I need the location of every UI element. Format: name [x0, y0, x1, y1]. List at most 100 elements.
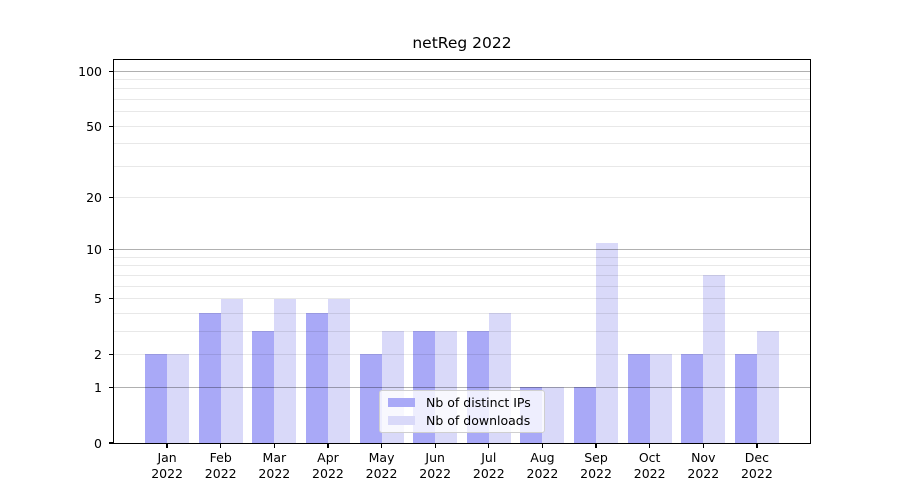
gridline-major	[114, 70, 810, 72]
y-tick-label: 5	[94, 291, 102, 307]
x-tick-year: 2022	[526, 465, 559, 481]
x-tick-month: Jan	[157, 450, 177, 465]
y-tick-mark	[109, 353, 114, 356]
legend: Nb of distinct IPs Nb of downloads	[379, 390, 545, 433]
y-tick-mark	[109, 386, 114, 388]
bar-distinct-ips	[681, 354, 704, 443]
gridline-minor	[114, 330, 810, 332]
gridline-major	[114, 386, 810, 388]
legend-label-distinct-ips: Nb of distinct IPs	[426, 395, 531, 411]
gridline-minor	[114, 88, 810, 90]
plot-area: Nb of distinct IPs Nb of downloads	[113, 59, 811, 444]
legend-item-downloads: Nb of downloads	[386, 413, 538, 428]
bar-downloads	[649, 354, 672, 443]
bar-downloads	[596, 242, 619, 443]
bar-downloads	[542, 387, 565, 443]
x-tick-month: Jun	[425, 450, 445, 465]
bar-distinct-ips	[574, 387, 597, 443]
bar-downloads	[220, 298, 243, 443]
bar-distinct-ips	[305, 313, 328, 443]
x-tick-year: 2022	[258, 465, 291, 481]
x-tick-label: Jun 2022	[405, 450, 465, 481]
x-tick-year: 2022	[151, 465, 183, 481]
bar-distinct-ips	[359, 354, 382, 443]
chart-title: netReg 2022	[412, 34, 512, 52]
y-tick-mark	[109, 297, 114, 300]
x-tick-mark	[702, 443, 704, 448]
gridline-minor	[114, 353, 810, 355]
y-tick-label: 1	[94, 379, 102, 395]
bar-downloads	[327, 298, 350, 443]
gridline-minor	[114, 197, 810, 199]
gridline-minor	[114, 265, 810, 267]
y-tick-label: 20	[86, 190, 102, 206]
gridline-minor	[114, 256, 810, 258]
bar-distinct-ips	[734, 354, 757, 443]
bar-distinct-ips	[627, 354, 650, 443]
bar-downloads	[756, 331, 779, 443]
y-tick-label: 0	[94, 435, 102, 451]
gridline-minor	[114, 274, 810, 276]
x-tick-mark	[380, 443, 383, 448]
x-tick-year: 2022	[580, 465, 612, 481]
x-tick-year: 2022	[740, 465, 773, 481]
y-tick-mark	[109, 70, 114, 72]
x-tick-year: 2022	[687, 465, 720, 481]
x-tick-mark	[595, 443, 597, 448]
x-tick-month: May	[368, 450, 395, 465]
x-tick-mark	[649, 443, 651, 448]
x-tick-label: Jul 2022	[459, 450, 519, 481]
x-tick-year: 2022	[419, 465, 452, 481]
x-tick-year: 2022	[204, 465, 237, 481]
gridline-minor	[114, 312, 810, 314]
bar-downloads	[167, 354, 190, 443]
gridline-major	[114, 249, 810, 251]
gridline-minor	[114, 298, 810, 300]
y-tick-mark	[109, 249, 114, 251]
bar-distinct-ips	[252, 331, 275, 443]
x-tick-label: Dec 2022	[727, 450, 787, 481]
x-tick-mark	[166, 443, 168, 448]
x-tick-label: Nov 2022	[673, 450, 733, 481]
x-tick-mark	[273, 443, 275, 448]
gridline-minor	[114, 79, 810, 81]
gridline-minor	[114, 143, 810, 145]
legend-swatch-distinct-ips	[388, 398, 415, 408]
x-tick-label: Apr 2022	[298, 450, 358, 481]
x-tick-month: Aug	[530, 450, 555, 465]
x-tick-month: Oct	[638, 450, 661, 465]
bar-distinct-ips	[198, 313, 221, 443]
grid-layer	[114, 60, 810, 443]
x-tick-year: 2022	[365, 465, 398, 481]
x-tick-mark	[756, 443, 758, 448]
x-tick-mark	[488, 443, 490, 448]
x-tick-label: Jan 2022	[137, 450, 197, 481]
x-tick-mark	[541, 443, 544, 448]
gridline-minor	[114, 125, 810, 127]
gridline-minor	[114, 111, 810, 113]
gridline-minor	[114, 99, 810, 101]
x-tick-month: Feb	[209, 450, 232, 465]
x-tick-mark	[327, 443, 329, 448]
gridline-minor	[114, 285, 810, 287]
legend-label-downloads: Nb of downloads	[426, 412, 531, 428]
bar-downloads	[274, 298, 297, 443]
x-tick-month: Jul	[481, 450, 497, 465]
x-tick-month: Dec	[744, 450, 769, 465]
legend-swatch-downloads	[388, 415, 415, 425]
x-tick-label: Aug 2022	[512, 450, 572, 481]
x-tick-label: Sep 2022	[566, 450, 626, 481]
y-tick-mark	[109, 125, 114, 127]
x-tick-month: Sep	[584, 450, 608, 465]
legend-item-distinct-ips: Nb of distinct IPs	[386, 395, 538, 410]
x-tick-label: Feb 2022	[191, 450, 251, 481]
bar-distinct-ips	[145, 354, 168, 443]
y-tick-label: 2	[94, 346, 102, 362]
x-tick-year: 2022	[312, 465, 344, 481]
y-tick-label: 10	[86, 242, 102, 258]
x-tick-label: May 2022	[352, 450, 412, 481]
gridline-minor	[114, 165, 810, 167]
x-tick-month: Nov	[691, 450, 716, 465]
bar-downloads	[703, 275, 726, 443]
